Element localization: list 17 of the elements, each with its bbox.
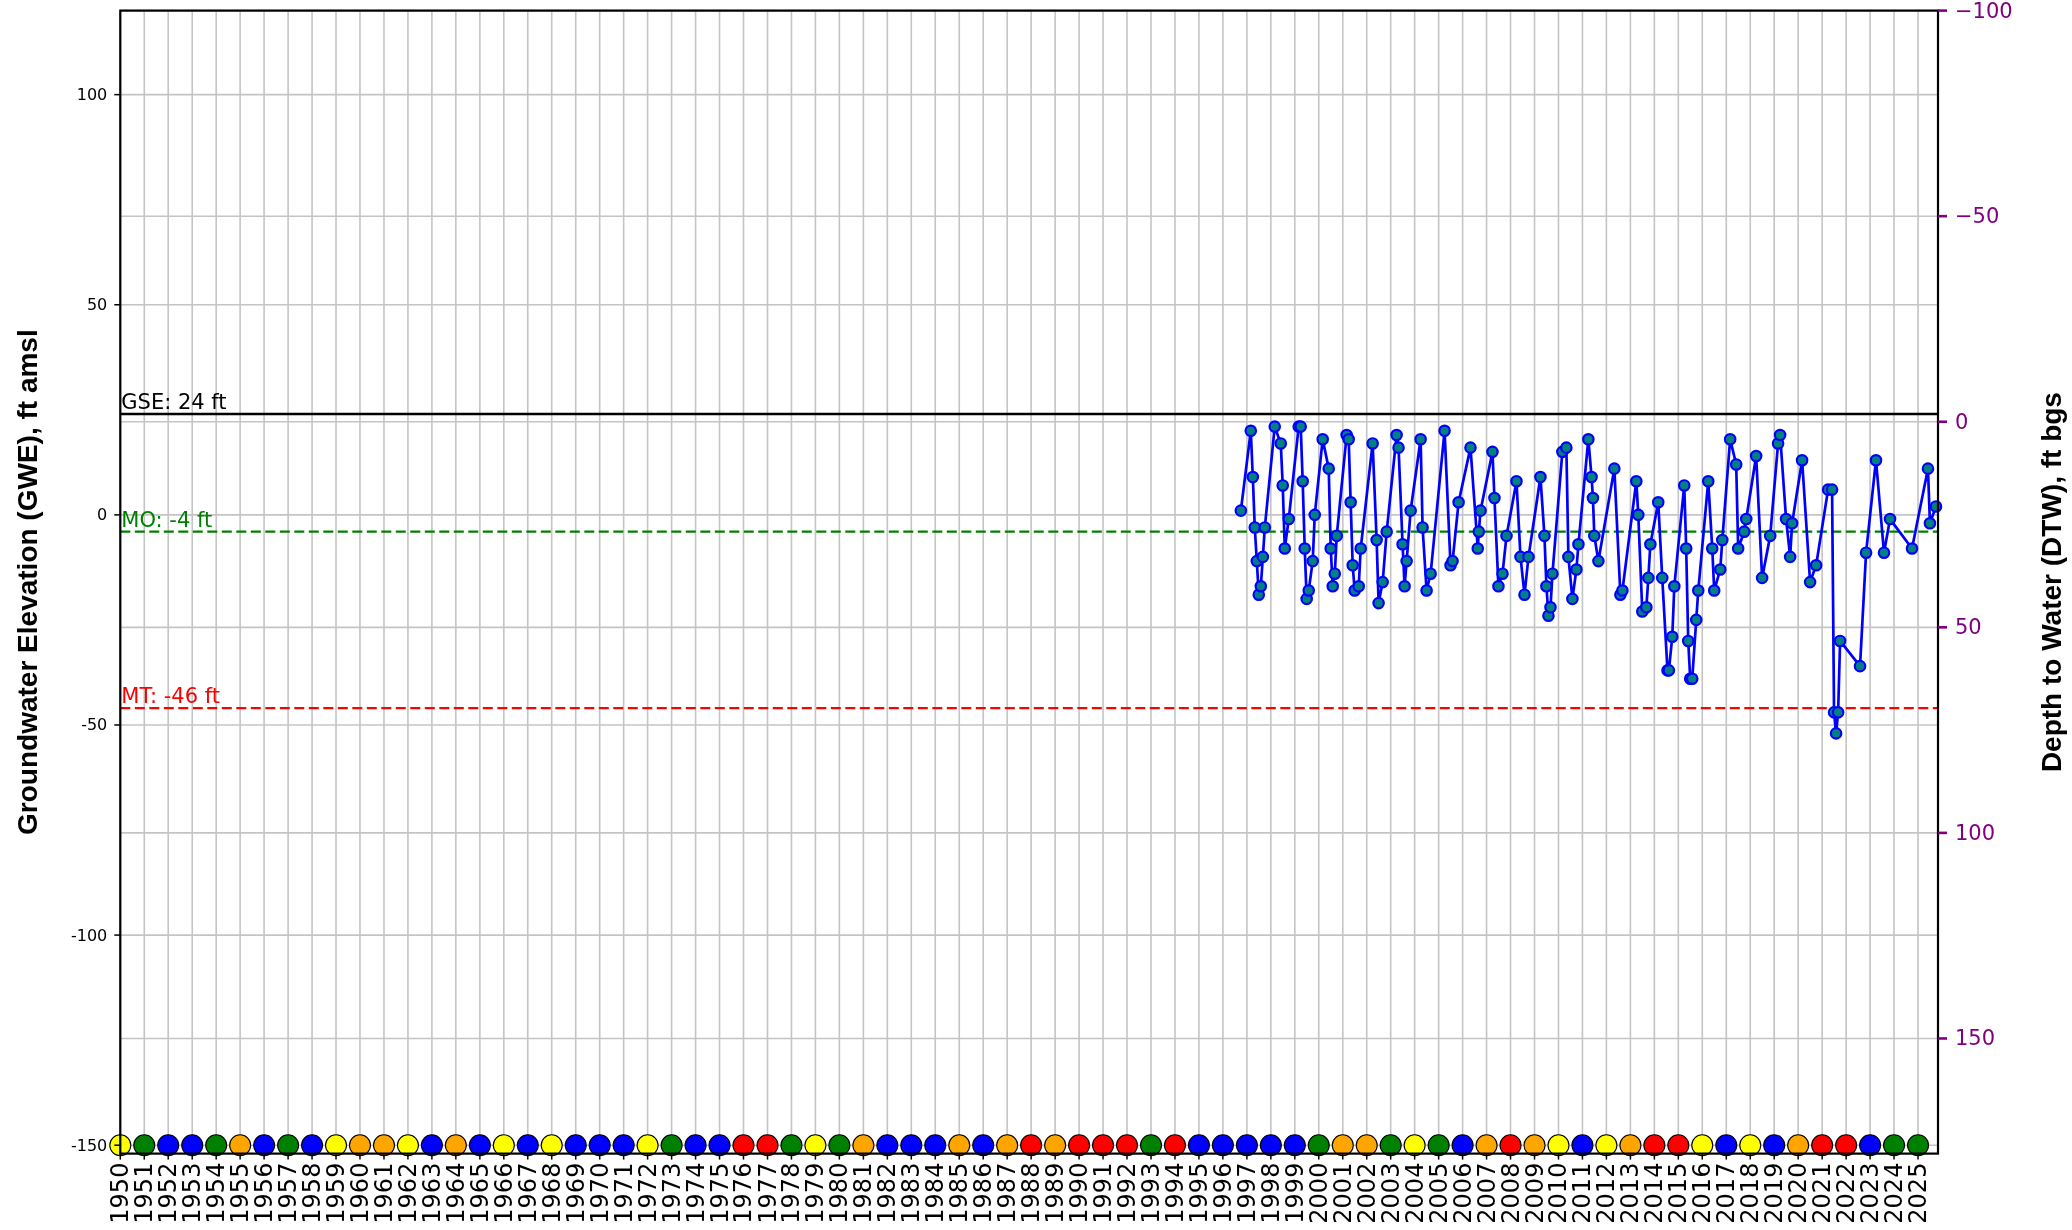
ref-line-label: GSE: 24 ft (121, 390, 227, 415)
y2-tick-label: 0 (1955, 409, 1969, 434)
y2-tick-label: −100 (1955, 0, 2013, 23)
y-tick-label: 50 (86, 295, 108, 315)
y-tick-label: 0 (97, 505, 108, 525)
y-tick-label: 100 (76, 85, 108, 105)
y-tick-label: -100 (70, 925, 108, 945)
y-axis-title: Groundwater Elevation (GWE), ft amsl (11, 329, 43, 835)
y2-tick-label: −50 (1955, 204, 2000, 229)
ref-line-label: MT: -46 ft (121, 684, 220, 709)
y-tick-label: -150 (70, 1135, 108, 1155)
ref-line-label: MO: -4 ft (121, 507, 213, 532)
y-tick-label: -50 (81, 715, 108, 735)
y2-tick-label: 50 (1955, 615, 1982, 640)
y2-axis-title: Depth to Water (DTW), ft bgs (2035, 392, 2067, 773)
y2-tick-label: 100 (1955, 820, 1996, 845)
y2-tick-label: 150 (1955, 1026, 1996, 1051)
